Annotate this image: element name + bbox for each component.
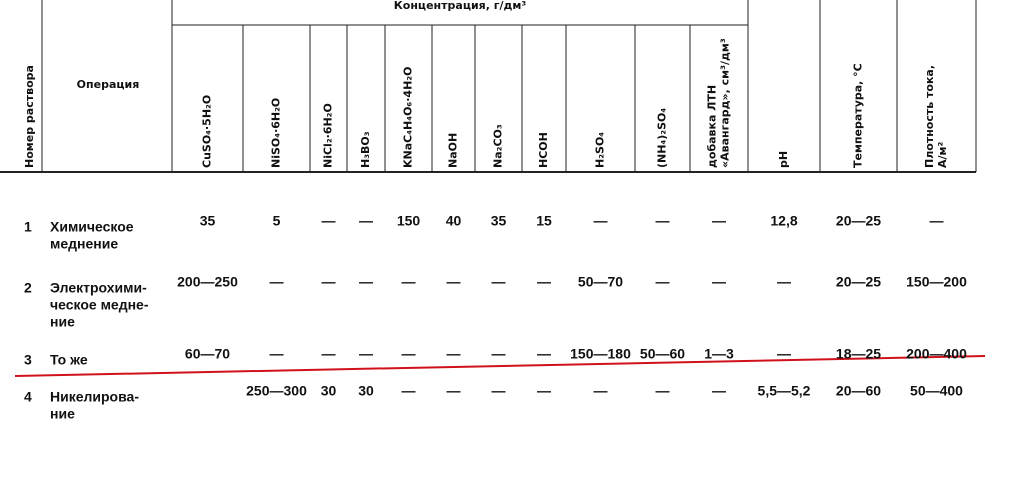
cell-value: 12,8 xyxy=(770,213,797,229)
cell-value: 20—60 xyxy=(836,383,881,399)
cell-value: — xyxy=(656,383,670,399)
column-header: добавка ЛТН xyxy=(706,85,719,168)
cell-value: — xyxy=(402,383,416,399)
column-header: H₂SO₄ xyxy=(594,132,607,168)
column-header: HCOH xyxy=(537,132,550,168)
cell-value: — xyxy=(270,274,284,290)
cell-value: — xyxy=(322,274,336,290)
cell-value: 200—400 xyxy=(906,346,967,362)
cell-value: — xyxy=(359,213,373,229)
cell-value: — xyxy=(359,274,373,290)
cell-value: — xyxy=(656,213,670,229)
column-header: (NH₄)₂SO₄ xyxy=(656,108,669,168)
operation: Никелирова- xyxy=(50,389,139,405)
cell-value: 50—60 xyxy=(640,346,685,362)
cell-value: — xyxy=(322,346,336,362)
cell-value: 30 xyxy=(358,383,374,399)
cell-value: — xyxy=(402,346,416,362)
row-number: 1 xyxy=(24,219,32,235)
cell-value: — xyxy=(777,346,791,362)
cell-value: 20—25 xyxy=(836,213,881,229)
column-header: Плотность тока, xyxy=(923,65,936,168)
cell-value: — xyxy=(537,346,551,362)
cell-value: — xyxy=(537,383,551,399)
cell-value: — xyxy=(322,213,336,229)
column-header: Температура, °С xyxy=(852,63,865,168)
highlight-line xyxy=(14,355,986,377)
column-header: «Авангард», см³/дм³ xyxy=(719,38,732,168)
cell-value: 200—250 xyxy=(177,274,238,290)
cell-value: — xyxy=(656,274,670,290)
operation: Химическое xyxy=(50,219,134,235)
column-header: CuSO₄·5H₂O xyxy=(201,95,214,168)
cell-value: 20—25 xyxy=(836,274,881,290)
cell-value: 30 xyxy=(321,383,337,399)
cell-value: — xyxy=(492,274,506,290)
cell-value: — xyxy=(270,346,284,362)
operation: ние xyxy=(50,314,75,330)
column-header: NaOH xyxy=(447,133,460,168)
cell-value: — xyxy=(447,383,461,399)
cell-value: — xyxy=(712,383,726,399)
operation: Электрохими- xyxy=(50,280,147,296)
operation: ние xyxy=(50,406,75,422)
cell-value: 35 xyxy=(200,213,216,229)
cell-value: — xyxy=(537,274,551,290)
operation: меднение xyxy=(50,236,118,252)
row-number: 3 xyxy=(24,352,32,368)
cell-value: 50—400 xyxy=(910,383,963,399)
cell-value: 1—3 xyxy=(704,346,734,362)
cell-value: — xyxy=(359,346,373,362)
cell-value: 5 xyxy=(273,213,281,229)
cell-value: 150 xyxy=(397,213,421,229)
column-header: NiCl₂·6H₂O xyxy=(322,103,335,168)
cell-value: — xyxy=(402,274,416,290)
operation: То же xyxy=(50,352,88,368)
cell-value: 15 xyxy=(536,213,552,229)
cell-value: — xyxy=(930,213,944,229)
operation: ческое медне- xyxy=(50,297,149,313)
cell-value: 35 xyxy=(491,213,507,229)
column-header: H₃BO₃ xyxy=(359,131,372,168)
cell-value: — xyxy=(492,383,506,399)
cell-value: 150—180 xyxy=(570,346,631,362)
row-number: 4 xyxy=(24,389,32,405)
column-header: А/м² xyxy=(936,141,949,168)
cell-value: 50—70 xyxy=(578,274,623,290)
cell-value: 18—25 xyxy=(836,346,881,362)
cell-value: — xyxy=(777,274,791,290)
cell-value: 250—300 xyxy=(246,383,307,399)
cell-value: 150—200 xyxy=(906,274,967,290)
cell-value: — xyxy=(492,346,506,362)
cell-value: — xyxy=(594,383,608,399)
cell-value: — xyxy=(594,213,608,229)
cell-value: 40 xyxy=(446,213,462,229)
column-header: pH xyxy=(777,151,790,168)
column-header: NiSO₄·6H₂O xyxy=(270,98,283,168)
operation-header: Операция xyxy=(77,78,140,91)
column-header: KNaC₄H₄O₆·4H₂O xyxy=(402,67,415,168)
group-header: Концентрация, г/дм³ xyxy=(394,0,527,12)
cell-value: — xyxy=(447,346,461,362)
column-header: Na₂CO₃ xyxy=(492,124,505,168)
number-header: Номер раствора xyxy=(23,65,36,168)
row-number: 2 xyxy=(24,280,32,296)
cell-value: — xyxy=(712,213,726,229)
cell-value: — xyxy=(447,274,461,290)
cell-value: 5,5—5,2 xyxy=(758,383,811,399)
cell-value: — xyxy=(712,274,726,290)
cell-value: 60—70 xyxy=(185,346,230,362)
